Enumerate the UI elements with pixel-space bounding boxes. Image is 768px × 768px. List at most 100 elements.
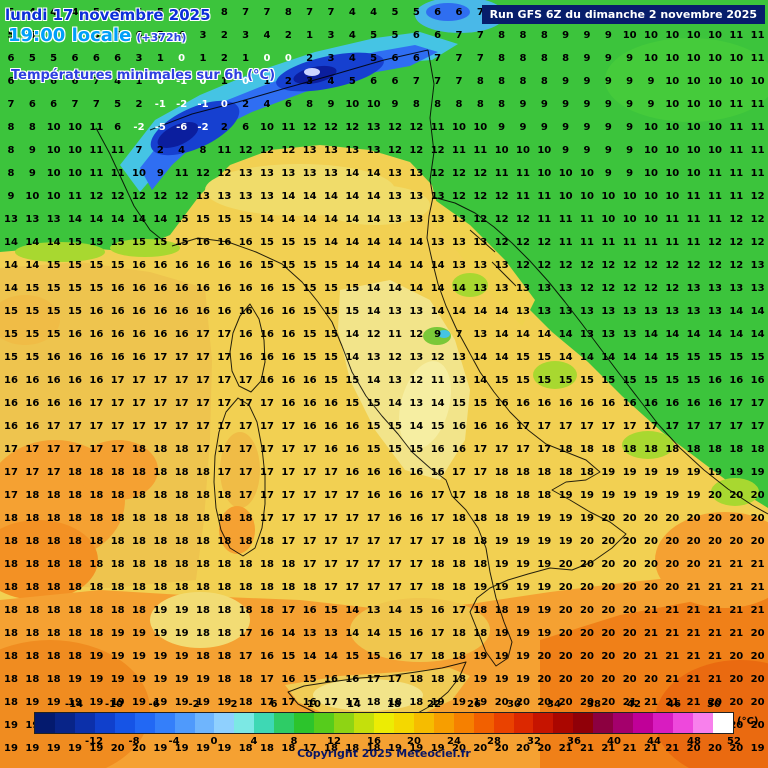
colorbar-segment [134, 713, 155, 733]
temp-value: 10 [345, 99, 360, 110]
temp-value: 17 [324, 697, 338, 708]
temp-value: 5 [7, 30, 15, 41]
colorbar-segment [214, 713, 235, 733]
colorbar-label: 10 [307, 699, 321, 710]
temp-value: 14 [494, 306, 509, 317]
temp-value: 17 [132, 421, 146, 432]
temp-value: 18 [260, 559, 274, 570]
temp-value: 1 [242, 53, 250, 64]
temp-value: 17 [366, 674, 381, 685]
coastline-sardinia [213, 397, 266, 557]
temp-value: 13 [430, 191, 445, 202]
temp-value: 8 [7, 145, 15, 156]
temp-value: 10 [644, 145, 658, 156]
temp-value: 18 [89, 628, 104, 639]
temp-value: 13 [452, 352, 466, 363]
temp-value: 13 [409, 214, 424, 225]
temp-value: 6 [284, 99, 292, 110]
temp-value: 14 [302, 191, 317, 202]
temp-value: 21 [729, 582, 744, 593]
temp-value: 17 [452, 605, 466, 616]
temp-value: 16 [153, 283, 168, 294]
temp-value: 15 [4, 306, 18, 317]
temp-value: 8 [519, 53, 527, 64]
temp-value: 19 [750, 467, 765, 478]
temp-value: 19 [516, 582, 530, 593]
temp-value: 17 [110, 375, 125, 386]
temp-value: 11 [686, 237, 701, 248]
temp-value: 20 [601, 628, 616, 639]
temp-value: 17 [430, 513, 445, 524]
temp-value: 17 [174, 398, 189, 409]
temp-value: 19 [196, 674, 210, 685]
temp-value: 17 [324, 490, 338, 501]
temp-value: 7 [434, 76, 442, 87]
temp-value: 17 [345, 559, 360, 570]
temp-value: 12 [174, 191, 189, 202]
temp-value: 2 [220, 122, 228, 133]
temp-value: 10 [686, 145, 701, 156]
temp-value: 9 [604, 76, 612, 87]
temp-value: 9 [626, 122, 634, 133]
temp-value: 21 [686, 582, 701, 593]
temp-value: 18 [281, 743, 296, 754]
temp-value: 16 [153, 306, 168, 317]
temp-value: 15 [302, 674, 317, 685]
temp-value: 10 [25, 191, 40, 202]
temp-value: 18 [174, 490, 189, 501]
colorbar-segment [613, 713, 634, 733]
temp-value: 14 [281, 191, 296, 202]
coastline-balkans [432, 196, 768, 515]
temp-value: 4 [348, 7, 356, 18]
temp-value: 14 [388, 283, 402, 294]
temp-value: 14 [345, 352, 360, 363]
temp-value: 20 [132, 743, 146, 754]
temp-value: 13 [324, 168, 338, 179]
temp-value: 16 [110, 352, 125, 363]
temp-value: 15 [345, 651, 360, 662]
temp-value: 18 [25, 605, 40, 616]
temp-value: 15 [516, 352, 530, 363]
colorbar-segment [174, 713, 195, 733]
temp-value: 19 [580, 490, 594, 501]
temp-value: 20 [622, 674, 637, 685]
temp-value: 12 [388, 352, 402, 363]
temp-value: 9 [583, 122, 591, 133]
temp-value: 13 [409, 398, 424, 409]
temp-value: 21 [708, 605, 722, 616]
temp-value: 13 [473, 237, 488, 248]
temp-value: 9 [28, 145, 36, 156]
temp-value: 15 [4, 352, 18, 363]
temp-value: 11 [750, 99, 765, 110]
temp-value: 12 [601, 260, 616, 271]
temp-value: 18 [110, 490, 125, 501]
temp-value: 11 [388, 329, 402, 340]
temp-value: 10 [686, 168, 701, 179]
temp-value: 11 [686, 214, 701, 225]
temp-value: 17 [366, 582, 381, 593]
temp-value: 10 [622, 214, 637, 225]
temp-value: 17 [601, 421, 616, 432]
temp-value: 18 [558, 467, 573, 478]
temp-value: 11 [729, 145, 744, 156]
temp-value: 17 [217, 467, 232, 478]
temp-value: 20 [750, 674, 765, 685]
temp-value: 6 [71, 76, 79, 87]
temp-value: 15 [665, 352, 680, 363]
temp-value: 14 [25, 260, 40, 271]
temp-value: 18 [132, 582, 146, 593]
temp-value: 15 [580, 375, 594, 386]
temp-value: 10 [558, 191, 573, 202]
colorbar-segment [393, 713, 414, 733]
temp-value: 17 [281, 444, 296, 455]
temp-value: -1 [197, 99, 209, 110]
temp-value: 19 [516, 628, 530, 639]
temp-value: 18 [665, 444, 680, 455]
temp-value: 14 [537, 329, 552, 340]
temp-value: 18 [452, 536, 466, 547]
temp-value: 4 [263, 30, 271, 41]
temp-value: 16 [302, 421, 317, 432]
temp-value: 21 [558, 743, 573, 754]
temp-value: 4 [71, 7, 79, 18]
